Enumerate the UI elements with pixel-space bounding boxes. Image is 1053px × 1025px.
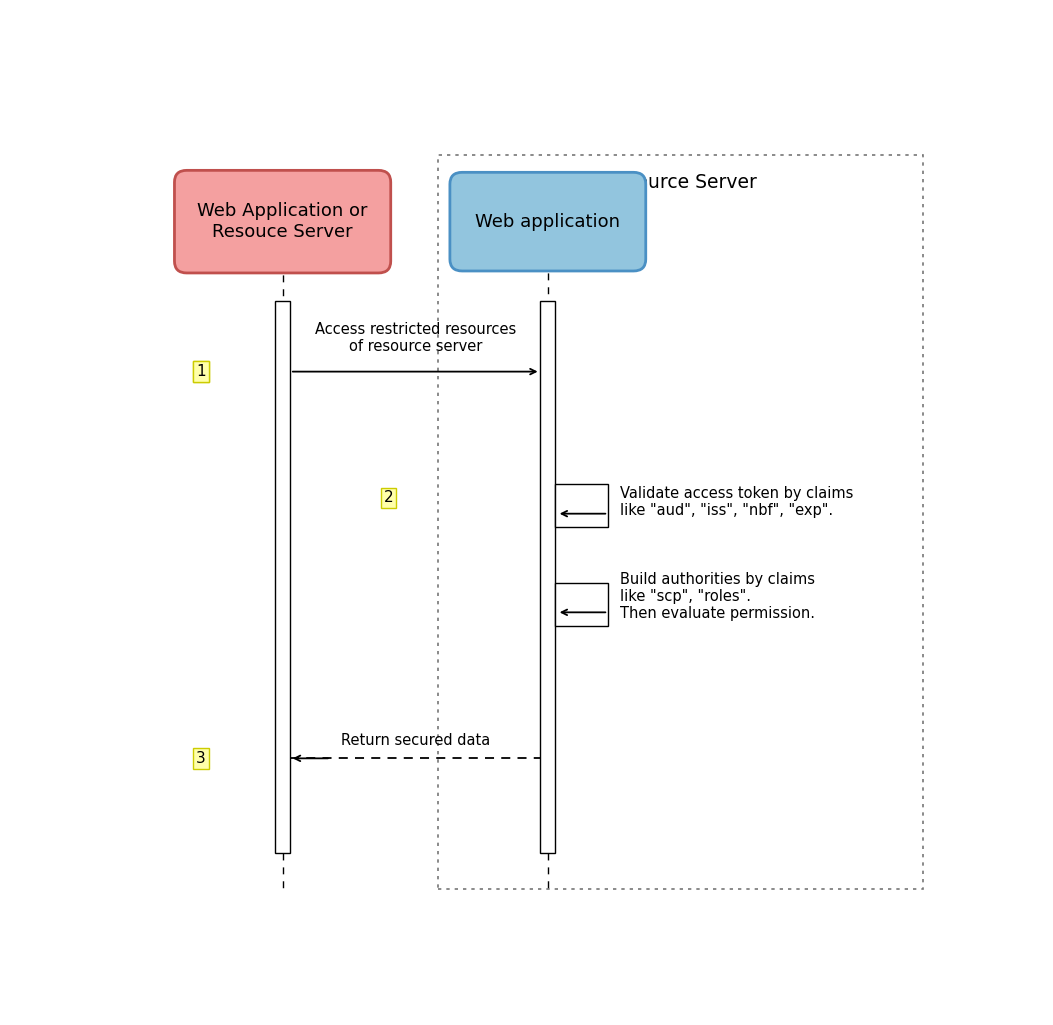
Text: Return secured data: Return secured data <box>340 733 490 748</box>
Bar <box>555 484 609 528</box>
Text: Web application: Web application <box>475 212 620 231</box>
Text: 3: 3 <box>196 751 206 766</box>
Bar <box>540 300 555 853</box>
Text: 1: 1 <box>196 364 205 379</box>
Text: Web Application or
Resouce Server: Web Application or Resouce Server <box>197 202 367 241</box>
Text: Resource Server: Resource Server <box>603 172 757 192</box>
Text: Validate access token by claims
like "aud", "iss", "nbf", "exp".: Validate access token by claims like "au… <box>620 486 854 518</box>
FancyBboxPatch shape <box>175 170 391 273</box>
Text: 2: 2 <box>384 490 394 505</box>
Bar <box>275 300 290 853</box>
Text: Access restricted resources
of resource server: Access restricted resources of resource … <box>315 322 516 355</box>
Bar <box>438 155 923 889</box>
Text: Build authorities by claims
like "scp", "roles".
Then evaluate permission.: Build authorities by claims like "scp", … <box>620 572 815 621</box>
FancyBboxPatch shape <box>450 172 645 271</box>
Text: 1: 1 <box>196 364 205 379</box>
Bar <box>555 583 609 626</box>
